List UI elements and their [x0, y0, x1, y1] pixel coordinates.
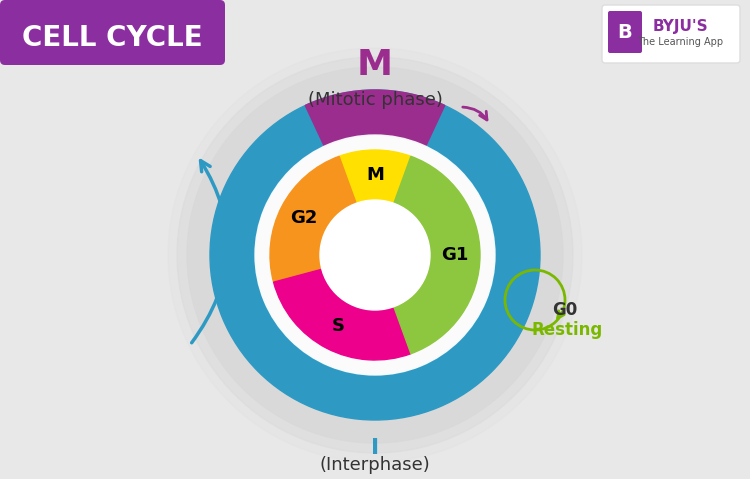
Wedge shape [270, 156, 356, 282]
Wedge shape [255, 135, 495, 375]
Text: B: B [618, 23, 632, 42]
Circle shape [320, 200, 430, 310]
Circle shape [177, 57, 573, 453]
Circle shape [187, 67, 563, 443]
Wedge shape [210, 90, 540, 420]
Text: S: S [332, 317, 344, 335]
Text: G0: G0 [552, 301, 578, 319]
Text: M: M [366, 166, 384, 184]
Text: M: M [357, 48, 393, 82]
Text: Resting: Resting [531, 321, 603, 339]
FancyBboxPatch shape [0, 0, 225, 65]
Wedge shape [394, 156, 480, 354]
FancyArrowPatch shape [558, 311, 564, 318]
FancyBboxPatch shape [602, 5, 740, 63]
Text: BYJU'S: BYJU'S [652, 19, 708, 34]
Text: I: I [371, 438, 379, 458]
FancyBboxPatch shape [608, 11, 642, 53]
Wedge shape [274, 269, 411, 360]
Wedge shape [305, 90, 445, 146]
Text: (Interphase): (Interphase) [320, 456, 430, 474]
Text: (Mitotic phase): (Mitotic phase) [308, 91, 442, 109]
Text: G2: G2 [290, 209, 318, 227]
Text: The Learning App: The Learning App [637, 37, 723, 47]
Text: G1: G1 [441, 246, 469, 264]
FancyArrowPatch shape [192, 160, 227, 343]
Wedge shape [339, 150, 411, 203]
Text: CELL CYCLE: CELL CYCLE [22, 24, 203, 52]
Circle shape [168, 48, 582, 462]
FancyArrowPatch shape [463, 107, 487, 120]
